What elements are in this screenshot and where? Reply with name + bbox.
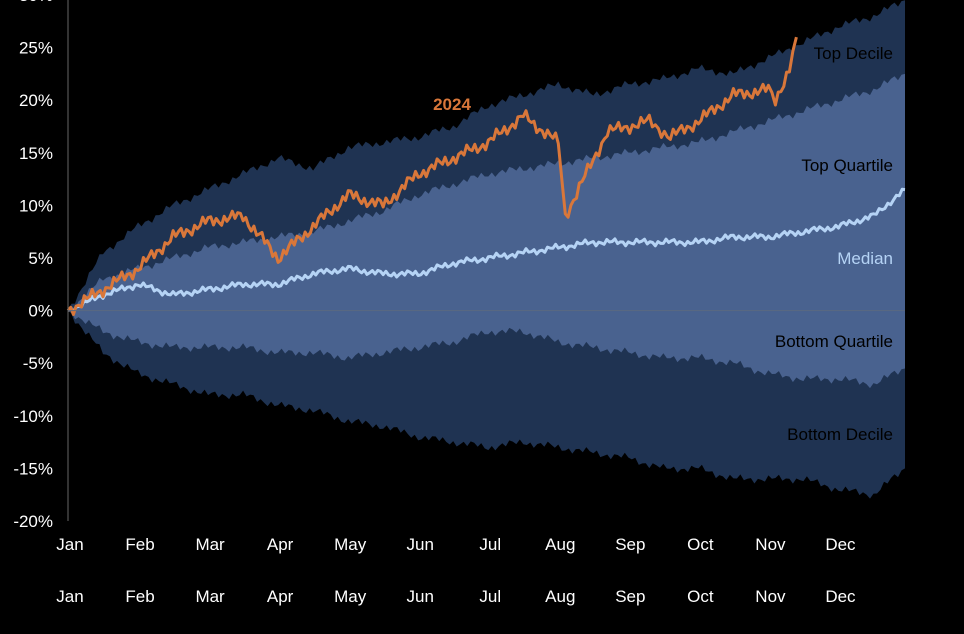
- x-ticks: Jan Feb Mar Apr May Jun Jul Aug Sep Oct Nov Dec: [56, 535, 856, 554]
- x-tick-label: Feb: [125, 535, 154, 554]
- x-tick-label: Sep: [615, 535, 645, 554]
- label-bottom-quartile: Bottom Quartile: [775, 332, 893, 351]
- bands-group: [68, 0, 905, 499]
- x-tick-label: May: [334, 587, 367, 606]
- x-tick-label: Nov: [755, 587, 786, 606]
- x-ticks-secondary: Jan Feb Mar Apr May Jun Jul Aug Sep Oct Nov Dec: [56, 587, 856, 606]
- x-tick-label: Sep: [615, 587, 645, 606]
- x-tick-label: May: [334, 535, 367, 554]
- x-tick-label: Mar: [195, 587, 225, 606]
- x-tick-label: Feb: [125, 587, 154, 606]
- x-tick-label: Jun: [406, 535, 433, 554]
- y-tick-label: 5%: [28, 249, 53, 268]
- x-tick-label: Jan: [56, 587, 83, 606]
- label-median: Median: [837, 249, 893, 268]
- x-tick-label: Dec: [825, 587, 856, 606]
- x-tick-label: Oct: [687, 535, 714, 554]
- y-tick-label: 25%: [19, 39, 53, 58]
- y-tick-label: -5%: [23, 354, 53, 373]
- x-tick-label: Jun: [406, 587, 433, 606]
- x-tick-label: Dec: [825, 535, 856, 554]
- x-tick-label: Oct: [687, 587, 714, 606]
- y-tick-label: 0%: [28, 302, 53, 321]
- y-tick-label: 15%: [19, 144, 53, 163]
- y-tick-label: 20%: [19, 91, 53, 110]
- y-ticks: 30% 25% 20% 15% 10% 5% 0% -5% -10% -15% -20%: [13, 0, 53, 531]
- y-tick-label: -20%: [13, 512, 53, 531]
- y-tick-label: 10%: [19, 196, 53, 215]
- x-tick-label: Apr: [267, 535, 294, 554]
- x-tick-label: Apr: [267, 587, 294, 606]
- series-line-median: [67, 187, 906, 314]
- y-tick-label: -10%: [13, 407, 53, 426]
- x-tick-label: Jan: [56, 535, 83, 554]
- y-tick-label: 30%: [19, 0, 53, 5]
- x-tick-label: Aug: [545, 587, 575, 606]
- x-tick-label: Aug: [545, 535, 575, 554]
- label-top-quartile: Top Quartile: [801, 156, 893, 175]
- band-top-quartile: [68, 73, 905, 389]
- x-tick-label: Mar: [195, 535, 225, 554]
- label-2024: 2024: [433, 95, 471, 114]
- lines-group: [66, 36, 906, 316]
- label-top-decile: Top Decile: [814, 44, 893, 63]
- x-tick-label: Nov: [755, 535, 786, 554]
- label-bottom-decile: Bottom Decile: [787, 425, 893, 444]
- series-line-2024: [66, 36, 798, 316]
- y-tick-label: -15%: [13, 459, 53, 478]
- x-tick-label: Jul: [479, 587, 501, 606]
- x-tick-label: Jul: [479, 535, 501, 554]
